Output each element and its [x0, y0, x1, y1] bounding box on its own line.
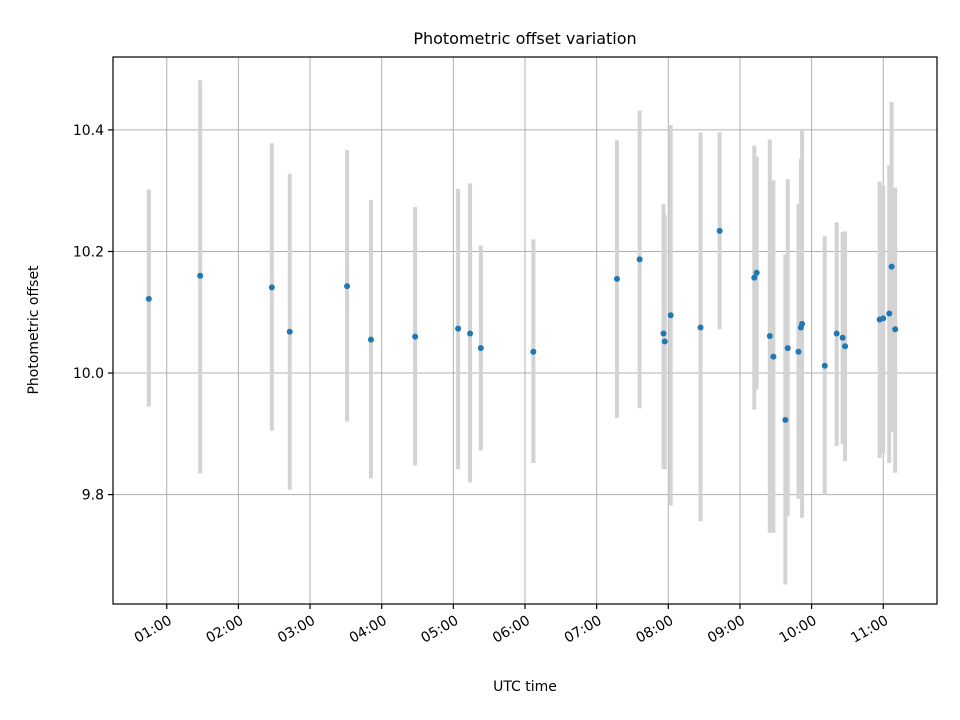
y-tick-label: 10.4 [73, 123, 104, 139]
data-point [886, 310, 893, 317]
data-point [197, 272, 204, 279]
y-axis-ticks: 9.8 10.0 10.2 10.4 [73, 123, 113, 504]
data-point [613, 275, 620, 282]
data-point [839, 334, 846, 341]
data-point [697, 324, 704, 331]
data-point [636, 256, 643, 263]
data-point [661, 338, 668, 345]
data-point [766, 332, 773, 339]
data-point [286, 328, 293, 335]
data-point [880, 315, 887, 322]
data-points [145, 227, 899, 423]
data-point [799, 320, 806, 327]
data-point [467, 330, 474, 337]
data-point [795, 348, 802, 355]
data-point [412, 333, 419, 340]
data-point [751, 274, 758, 281]
data-point [892, 326, 899, 333]
data-point [770, 353, 777, 360]
data-point [268, 284, 275, 291]
y-tick-label: 10.2 [73, 244, 104, 260]
data-point [455, 325, 462, 332]
data-point [888, 263, 895, 270]
data-point [530, 348, 537, 355]
data-point [782, 416, 789, 423]
chart-title: Photometric offset variation [413, 29, 636, 48]
data-point [753, 269, 760, 276]
data-point [667, 312, 674, 319]
data-point [821, 362, 828, 369]
data-point [833, 330, 840, 337]
data-point [842, 343, 849, 350]
data-point [145, 295, 152, 302]
data-point [660, 330, 667, 337]
y-tick-label: 9.8 [82, 488, 104, 504]
y-tick-label: 10.0 [73, 366, 104, 382]
y-axis-label: Photometric offset [26, 265, 42, 395]
data-point [784, 345, 791, 352]
data-point [367, 336, 374, 343]
data-point [344, 283, 351, 290]
data-point [477, 345, 484, 352]
x-axis-label: UTC time [493, 679, 557, 695]
data-point [716, 227, 723, 234]
